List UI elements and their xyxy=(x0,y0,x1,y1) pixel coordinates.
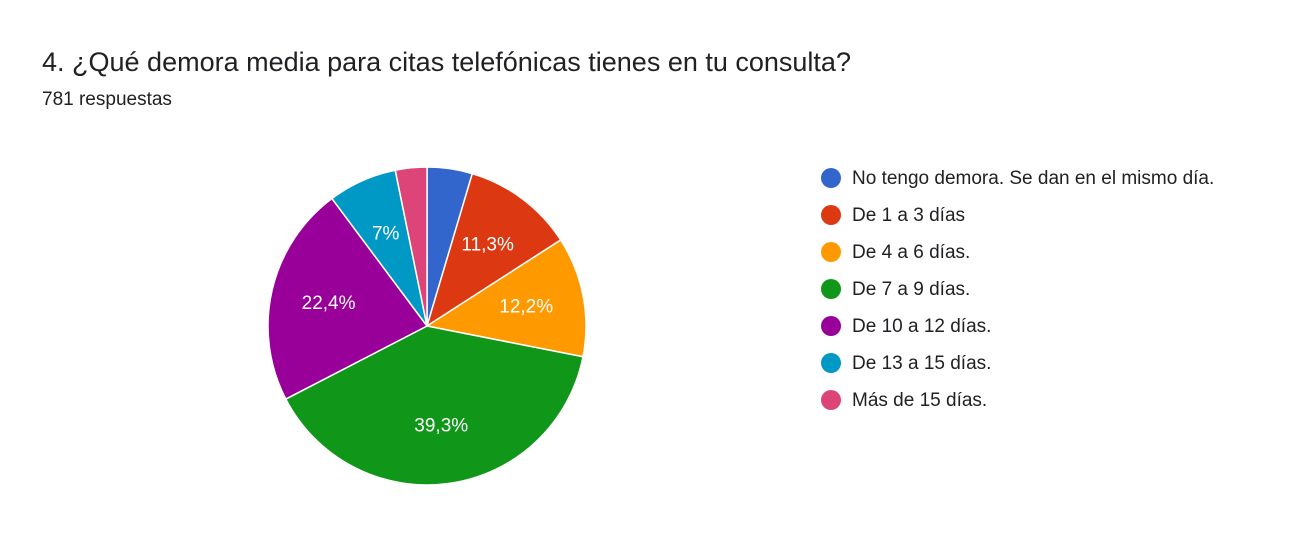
legend-swatch xyxy=(821,168,841,188)
pie-slice[interactable] xyxy=(425,172,562,328)
pie-slice-label: 11,3% xyxy=(461,235,514,256)
pie-slice[interactable] xyxy=(394,166,428,327)
legend-swatch xyxy=(821,279,841,299)
legend-item[interactable]: De 13 a 15 días. xyxy=(821,350,1241,377)
pie-slice-label: 22,4% xyxy=(302,293,356,314)
legend-label: De 10 a 12 días. xyxy=(852,316,992,337)
pie-slice-label: 12,2% xyxy=(499,297,553,318)
response-count: 781 respuestas xyxy=(42,89,172,110)
legend-label: De 1 a 3 días xyxy=(852,205,966,226)
question-title: 4. ¿Qué demora media para citas telefóni… xyxy=(42,47,851,77)
legend-item[interactable]: No tengo demora. Se dan en el mismo día. xyxy=(821,165,1241,192)
pie-slice[interactable] xyxy=(267,197,429,401)
pie-slice-label: 39,3% xyxy=(414,415,468,436)
legend-swatch xyxy=(821,353,841,373)
legend-item[interactable]: De 7 a 9 días. xyxy=(821,276,1241,303)
legend-item[interactable]: De 1 a 3 días xyxy=(821,202,1241,229)
chart-legend: No tengo demora. Se dan en el mismo día.… xyxy=(821,165,1241,424)
legend-label: De 7 a 9 días. xyxy=(852,279,971,300)
legend-swatch xyxy=(821,390,841,410)
legend-label: No tengo demora. Se dan en el mismo día. xyxy=(852,168,1215,189)
legend-item[interactable]: Más de 15 días. xyxy=(821,387,1241,414)
legend-swatch xyxy=(821,242,841,262)
legend-item[interactable]: De 10 a 12 días. xyxy=(821,313,1241,340)
legend-label: De 4 a 6 días. xyxy=(852,242,971,263)
legend-swatch xyxy=(821,205,841,225)
pie-slice[interactable] xyxy=(425,238,587,358)
legend-item[interactable]: De 4 a 6 días. xyxy=(821,239,1241,266)
pie-slice-label: 7% xyxy=(372,223,400,244)
pie-slice[interactable] xyxy=(284,325,584,486)
legend-label: Más de 15 días. xyxy=(852,390,988,411)
legend-swatch xyxy=(821,316,841,336)
legend-label: De 13 a 15 días. xyxy=(852,353,992,374)
